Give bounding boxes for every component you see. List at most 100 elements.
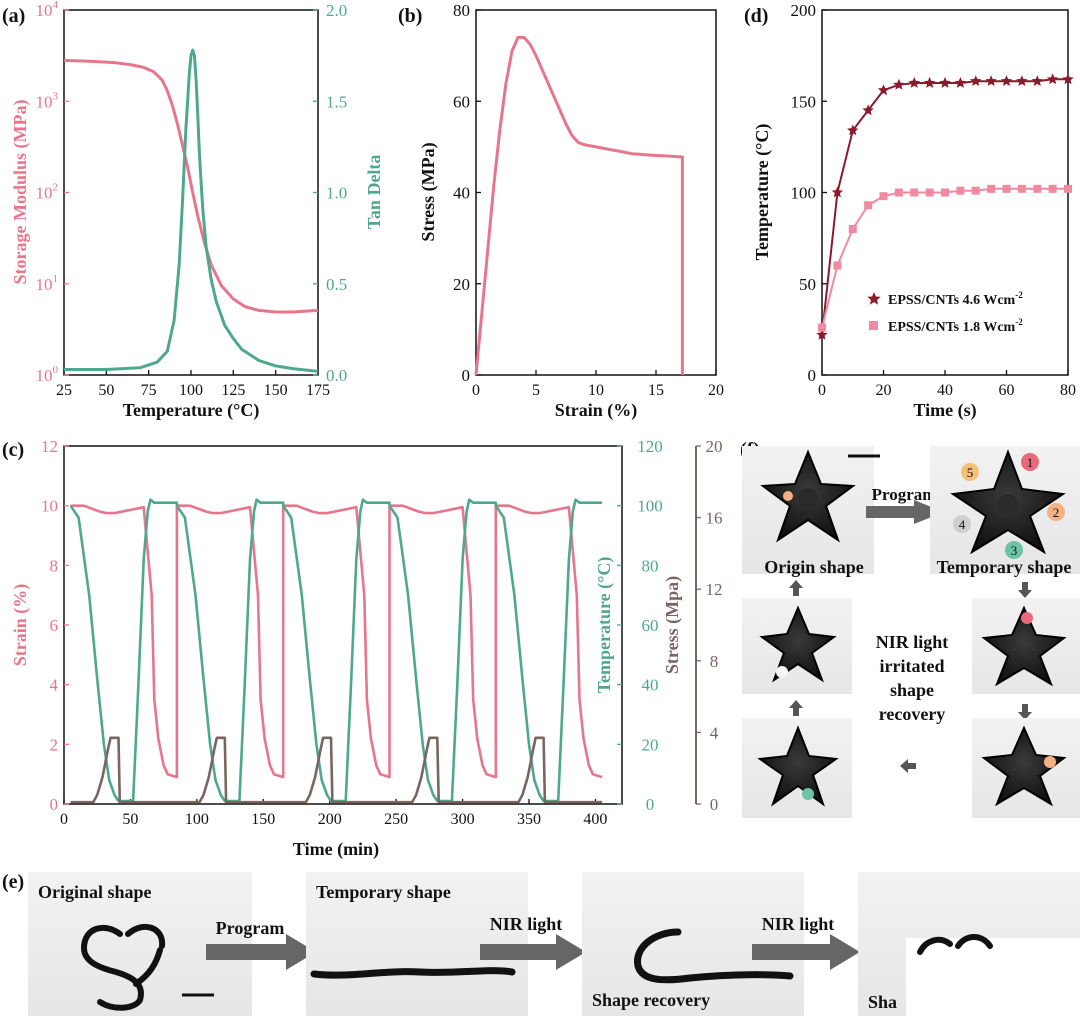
panel-b-xlabel: Strain (%) [555,400,638,421]
y-tick-label: 50 [799,275,816,294]
x-tick-label: 20 [708,382,724,399]
legend-star-marker [867,292,881,305]
x-tick-label: 20 [876,382,892,399]
hook-sample-icon [634,928,794,984]
x-tick-label: 400 [583,811,607,828]
recovery-caption: NIR light irritated shape recovery [876,632,949,724]
marker-3: 3 [1011,543,1018,558]
caption-temporary: Temporary shape [316,882,451,902]
strain-line [70,504,603,779]
y-tick-label: 150 [791,92,817,111]
photo-recovery-3 [742,718,852,818]
y-left-tick-label: 104 [36,0,59,20]
x-tick-label: 200 [318,811,342,828]
caption-shape-recovery: Shape recovery [592,990,710,1010]
x-tick-label: 50 [122,811,138,828]
y-right-tick-label: 0.5 [326,275,347,294]
square-point [848,225,857,233]
star-point [985,75,997,86]
panel-d-axes: 0 20 40 60 80 0 50 100 150 200 [791,1,1077,399]
star-point [1046,73,1059,85]
x-tick-label: 80 [1060,382,1076,399]
square-point [894,188,903,197]
photo-recovery-1 [972,598,1080,694]
x-tick-label: 150 [251,811,275,828]
y-right1-tick-label: 0 [646,795,655,814]
y-right-tick-label: 1.5 [326,92,347,111]
panel-b-frame [475,9,717,376]
panel-c-ylabel-right2: Stress (Mpa) [662,576,683,674]
y-left-tick-label: 12 [41,437,58,456]
flat-sample-icon [310,967,516,979]
panel-a-plot [63,48,319,373]
panel-b-plot [474,35,684,376]
square-point [1033,184,1042,193]
caption-final: Sha [868,992,897,1012]
legend-label-1.8: EPSS/CNTs 1.8 Wcm-2 [888,317,1023,335]
y-left-tick-label: 10 [41,497,58,516]
y-tick-label: 80 [453,1,470,20]
star-point [1016,75,1028,86]
square-point [956,186,965,195]
arrow-program-label: Program [872,485,937,504]
recovery-line-1: NIR light [876,632,949,652]
y-left-tick-label: 6 [50,616,59,635]
photo-shape-recovery-final: Sha [858,872,1080,1018]
y-left-tick-label: 2 [50,735,59,754]
y-right2-tick-label: 12 [706,580,723,599]
y-tick-label: 200 [791,1,817,20]
panel-a-label: (a) [2,5,25,27]
panel-c-ylabel-left: Strain (%) [10,584,31,667]
x-tick-label: 15 [648,382,664,399]
photo-origin-shape: Origin shape [742,446,880,577]
y-right2-tick-label: 8 [710,652,719,671]
square-point [879,192,888,201]
star-point [908,77,920,88]
x-tick-label: 100 [179,382,203,399]
panel-b-ylabel: Stress (MPa) [418,142,439,241]
y-right2-tick-label: 20 [706,437,723,456]
marker-1: 1 [1027,455,1034,470]
small-arrows [789,580,1032,773]
stress-strain-line [474,35,684,376]
panel-b-label: (b) [398,5,422,27]
x-tick-label: 125 [221,382,245,399]
photo-temporary-shape: 1 2 3 4 5 Temporary shape [930,446,1080,577]
marker-2: 2 [1053,505,1060,520]
arrow-program-e: Program [206,918,316,970]
panel-a-axes: 25 50 75 100 125 150 175 100 101 102 103 104 0.0 0.5 1… [36,0,348,399]
y-left-tick-label: 8 [50,556,59,575]
legend-square-marker [869,321,878,330]
y-right-tick-label: 0.0 [326,366,347,385]
y-right1-tick-label: 80 [642,556,659,575]
arrow-nir-1: NIR light [480,914,586,970]
panel-a-xlabel: Temperature (°C) [123,400,260,421]
y-left-tick-label: 102 [36,182,59,203]
storage-modulus-line [63,58,319,314]
square-point [941,188,949,197]
star-point [831,186,844,198]
legend-marker-star [867,292,881,305]
square-point [864,201,873,210]
temporary-shape-label: Temporary shape [937,557,1072,577]
y-tick-label: 0 [808,366,817,385]
y-left-tick-label: 4 [50,676,59,695]
panel-c-ylabel-right1: Temperature (°C) [594,557,615,694]
star-point [970,75,982,86]
panel-c-frame [63,445,623,805]
temperature-line [69,498,603,803]
panel-b: (b) 0 5 10 15 20 0 20 40 60 80 Strain (%) Stress … [398,1,724,421]
star-point [954,77,967,88]
square-point [1002,184,1011,193]
square-point [833,261,842,270]
panel-d-label: (d) [744,5,768,27]
x-tick-label: 0 [60,811,68,828]
panel-a: (a) 25 50 75 100 125 150 175 100 101 102 103 104 0.0… [2,0,384,421]
caption-original: Original shape [38,882,152,902]
panel-c-axes: 0 50 100 150 200 250 300 350 4000246810120204060… [41,437,723,828]
square-point [910,188,919,197]
y-left-tick-label: 0 [50,795,59,814]
panel-d-legend: EPSS/CNTs 4.6 Wcm-2 EPSS/CNTs 1.8 Wcm-2 [867,290,1023,335]
s-shape-sample-icon [80,924,144,1011]
panel-c-plot [69,498,603,804]
